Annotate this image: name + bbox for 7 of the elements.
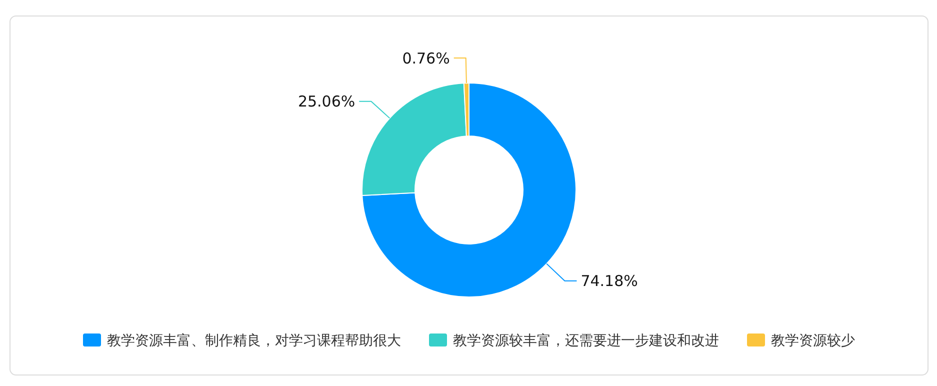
data-label: 74.18% — [580, 272, 638, 290]
data-label: 25.06% — [298, 92, 356, 111]
data-label: 0.76% — [402, 49, 450, 68]
legend-label: 教学资源较丰富，还需要进一步建设和改进 — [453, 332, 719, 349]
donut-slice — [362, 82, 576, 298]
legend-label: 教学资源丰富、制作精良，对学习课程帮助很大 — [107, 332, 401, 349]
legend-label: 教学资源较少 — [771, 332, 855, 349]
